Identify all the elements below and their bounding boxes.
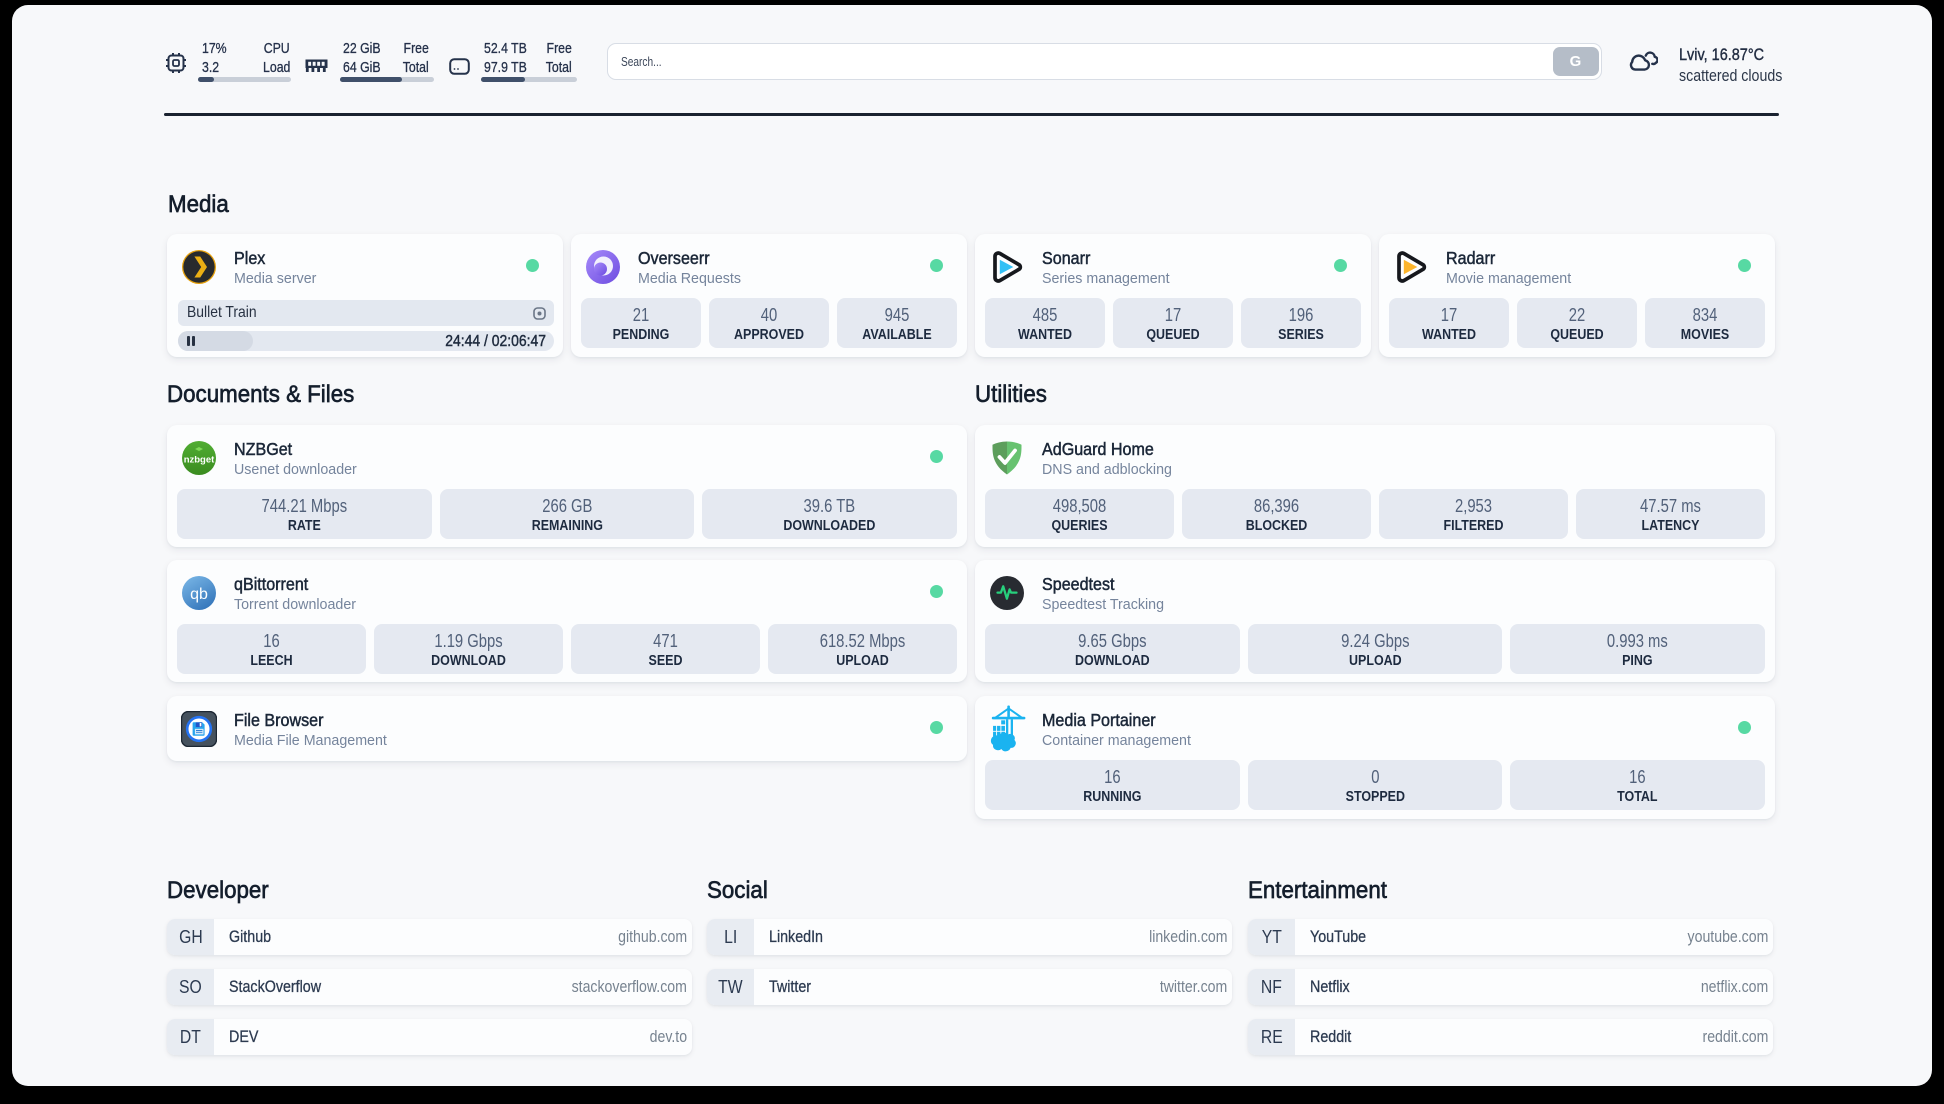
svg-text:qb: qb xyxy=(190,586,208,603)
svg-text:nzbget: nzbget xyxy=(184,455,215,466)
